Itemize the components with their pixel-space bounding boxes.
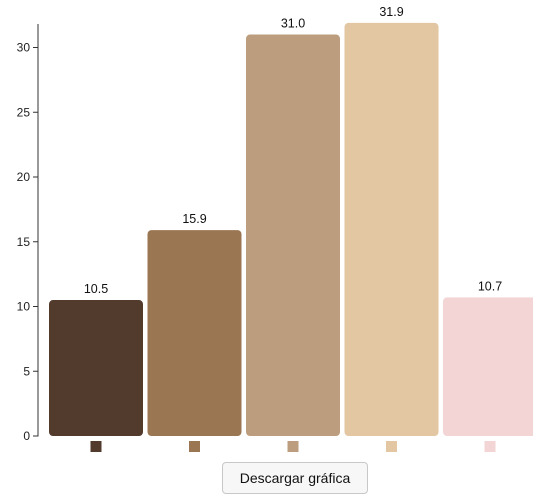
legend-swatch <box>90 441 102 452</box>
legend-swatch <box>484 441 496 452</box>
y-tick-label: 5 <box>23 364 30 378</box>
legend-swatch <box>189 441 200 452</box>
bar-value-label: 31.9 <box>379 5 403 19</box>
color-legend <box>90 441 496 452</box>
bar-value-label: 31.0 <box>281 17 305 31</box>
bar-chart: 0 5 10 15 20 25 30 10.5 15.9 31.0 31.9 10.7 <box>17 5 533 452</box>
y-tick-label: 15 <box>17 235 31 249</box>
y-tick-label: 10 <box>17 300 31 314</box>
bar <box>246 34 340 437</box>
y-tick-label: 30 <box>17 41 31 55</box>
bar <box>443 297 533 436</box>
y-axis: 0 5 10 15 20 25 30 <box>17 24 39 443</box>
legend-swatch <box>386 441 397 452</box>
legend-swatch <box>287 441 299 452</box>
bar <box>49 300 143 436</box>
y-tick-label: 0 <box>23 429 30 443</box>
y-tick-label: 20 <box>17 170 31 184</box>
bars: 10.5 15.9 31.0 31.9 10.7 <box>49 5 533 437</box>
download-chart-button[interactable]: Descargar gráfica <box>222 462 368 494</box>
bar-value-label: 10.7 <box>478 279 502 293</box>
bar <box>344 22 439 437</box>
bar-value-label: 10.5 <box>84 282 108 296</box>
y-tick-label: 25 <box>17 105 31 119</box>
bar-value-label: 15.9 <box>182 212 206 226</box>
bar <box>147 230 242 436</box>
